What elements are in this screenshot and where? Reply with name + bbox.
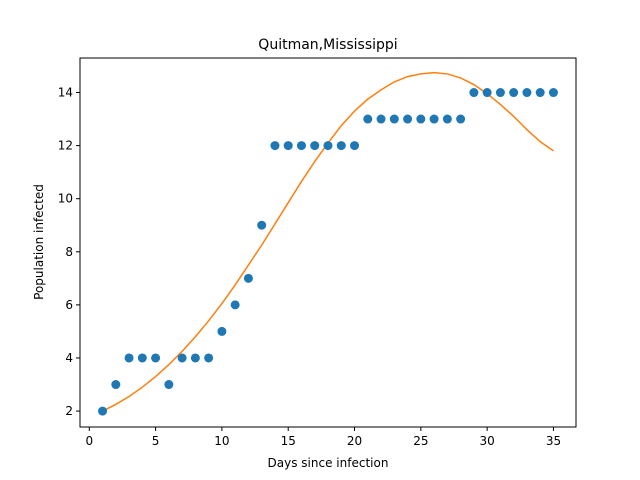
y-tick-label: 4 [65,351,73,365]
data-point [217,326,227,336]
x-tick-label: 15 [281,434,296,448]
data-point [296,141,306,151]
data-point [442,114,452,124]
data-point [429,114,439,124]
data-point [416,114,426,124]
data-point [243,273,253,283]
data-point [350,141,360,151]
data-point [204,353,214,363]
y-axis: 2 4 6 8 10 12 14 [58,86,80,418]
fit-curve-line [102,71,554,412]
data-point [98,406,108,416]
data-point [456,114,466,124]
data-point [548,88,558,98]
data-point [310,141,320,151]
data-point [190,353,200,363]
chart-title: Quitman,Mississippi [258,37,397,53]
x-axis-label: Days since infection [268,456,389,470]
y-axis-label: Population infected [32,184,46,300]
y-tick-label: 10 [58,192,73,206]
data-point [469,88,479,98]
data-point [137,353,147,363]
data-point [111,380,121,390]
y-tick-label: 14 [58,86,73,100]
data-point [283,141,293,151]
data-point [535,88,545,98]
x-axis: 0 5 10 15 20 25 30 35 [85,427,561,448]
data-point [376,114,386,124]
data-point [177,353,187,363]
data-point [363,114,373,124]
plot-area [98,71,558,416]
data-point [482,88,492,98]
data-point [230,300,240,310]
axes-frame [79,57,577,428]
x-tick-label: 0 [85,434,93,448]
y-tick-label: 12 [58,139,73,153]
data-point [124,353,134,363]
data-point [389,114,399,124]
y-tick-label: 6 [65,298,73,312]
x-tick-label: 30 [480,434,495,448]
data-point [257,220,267,230]
x-tick-label: 5 [152,434,160,448]
data-point [323,141,333,151]
data-point [495,88,505,98]
x-tick-label: 25 [413,434,428,448]
data-point [270,141,280,151]
x-tick-label: 20 [347,434,362,448]
y-tick-label: 2 [65,404,73,418]
data-point [403,114,413,124]
data-point [151,353,161,363]
data-point [522,88,532,98]
data-point [336,141,346,151]
data-point [164,380,174,390]
x-tick-label: 10 [214,434,229,448]
x-tick-label: 35 [546,434,561,448]
data-point [509,88,519,98]
y-tick-label: 8 [65,245,73,259]
